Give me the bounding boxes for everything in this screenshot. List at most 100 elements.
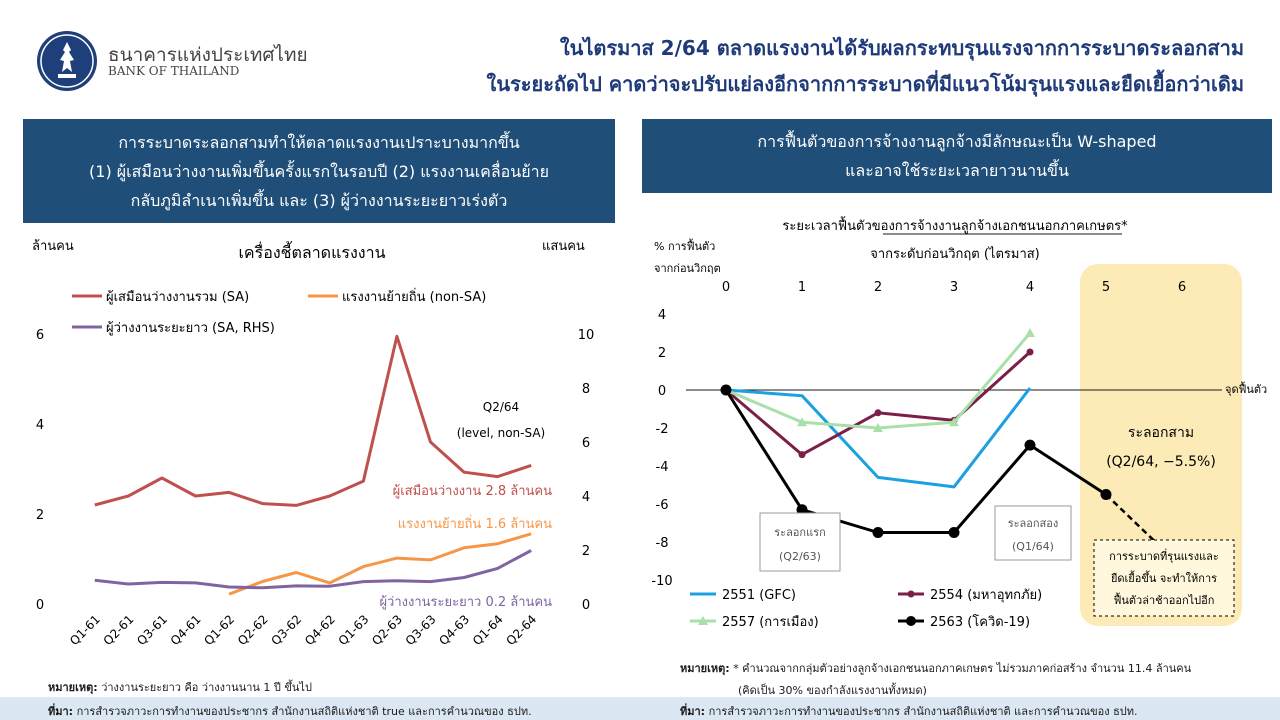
right-banner-line-2: และอาจใช้ระยะเวลายาวนานขึ้น <box>845 161 1069 180</box>
purple-series-label: ผู้ว่างงานระยะยาว 0.2 ล้านคน <box>379 595 552 610</box>
right-series-line-0 <box>725 387 1032 489</box>
right-series-3-point-4 <box>1024 439 1036 451</box>
right-y-tick-0: 4 <box>658 308 666 323</box>
right-footnote-label: หมายเหตุ: <box>680 662 730 675</box>
right-chart-legend: 2551 (GFC) 2554 (มหาอุทกภัย) 2557 (การเม… <box>690 588 1042 630</box>
x-tick-Q1-61: Q1-61 <box>67 612 103 648</box>
left-summary-banner: การระบาดระลอกสามทำให้ตลาดแรงงานเปราะบางม… <box>23 119 615 223</box>
left-chart-series <box>94 334 532 596</box>
left-banner-line-1: การระบาดระลอกสามทำให้ตลาดแรงงานเปราะบางม… <box>118 132 520 152</box>
left-banner-line-2: (1) ผู้เสมือนว่างงานเพิ่มขึ้นครั้งแรกในร… <box>89 161 549 181</box>
forecast-note-box: การระบาดที่รุนแรงและ ยืดเยื้อขึ้น จะทำให… <box>1093 539 1235 617</box>
q2-64-note-line-2: (level, non-SA) <box>457 426 545 440</box>
x-tick-quarter-3: 3 <box>950 280 958 295</box>
x-tick-Q2-62: Q2-62 <box>235 612 271 648</box>
callout-wave-2-box <box>994 505 1072 561</box>
forecast-note-line-2: ยืดเยื้อขึ้น จะทำให้การ <box>1111 570 1217 585</box>
left-axis-unit: ล้านคน <box>32 239 74 254</box>
right-series-2-point-4 <box>1025 328 1035 337</box>
legend-label-covid: 2563 (โควิด-19) <box>930 614 1030 630</box>
x-tick-quarter-0: 0 <box>722 280 730 295</box>
x-tick-quarter-1: 1 <box>798 280 806 295</box>
org-name-english: BANK OF THAILAND <box>108 64 240 78</box>
right-chart-series <box>720 328 1182 567</box>
right-axis-unit: แสนคน <box>542 239 585 254</box>
recovery-point-label: จุดฟื้นตัว <box>1225 381 1267 396</box>
headline-line-2: ในระยะถัดไป คาดว่าจะปรับแย่ลงอีกจากการระ… <box>486 72 1244 96</box>
legend-label-red: ผู้เสมือนว่างงานรวม (SA) <box>106 289 249 305</box>
left-y-tick-2: 4 <box>36 418 44 433</box>
left-source: ที่มา: การสำรวจภาวะการทำงานของประชากร สำ… <box>48 702 532 720</box>
x-tick-quarter-5: 5 <box>1102 280 1110 295</box>
callout-wave-2-line-1: ระลอกสอง <box>1008 517 1059 530</box>
left-banner-line-3: กลับภูมิลำเนาเพิ่มขึ้น และ (3) ผู้ว่างงา… <box>130 190 508 210</box>
right-series-1-point-1 <box>798 451 806 459</box>
right-source: ที่มา: การสำรวจภาวะการทำงานของประชากร สำ… <box>680 702 1138 720</box>
x-tick-Q4-63: Q4-63 <box>436 612 472 648</box>
x-tick-Q1-63: Q1-63 <box>336 612 372 648</box>
legend-label-purple: ผู้ว่างงานระยะยาว (SA, RHS) <box>106 321 275 336</box>
right-series-3-point-0 <box>720 384 732 396</box>
left-series-line-0 <box>94 334 532 507</box>
right-y-tick-5: -6 <box>656 498 669 513</box>
forecast-note-line-3: ฟื้นตัวล่าช้าออกไปอีก <box>1114 592 1215 607</box>
right-series-line-1 <box>725 350 1032 457</box>
x-tick-Q2-63: Q2-63 <box>369 612 405 648</box>
forecast-note-border <box>1093 539 1235 617</box>
callout-wave-1-box <box>759 512 841 572</box>
left-y-tick-1: 2 <box>36 508 44 523</box>
x-tick-Q4-62: Q4-62 <box>302 612 338 648</box>
legend-marker-covid <box>906 616 916 626</box>
right-y-tick-1: 2 <box>658 346 666 361</box>
x-tick-Q2-64: Q2-64 <box>503 612 539 648</box>
right-series-3-point-1 <box>796 504 808 516</box>
callout-wave-2-line-2: (Q1/64) <box>1012 540 1054 553</box>
left-y-tick-0: 0 <box>36 598 44 613</box>
legend-label-gfc: 2551 (GFC) <box>722 588 796 603</box>
x-tick-Q3-61: Q3-61 <box>134 612 170 648</box>
orange-series-label: แรงงานย้ายถิ่น 1.6 ล้านคน <box>398 515 552 532</box>
right-series-2-point-2 <box>873 423 883 432</box>
left-series-line-2 <box>94 549 532 590</box>
right-y-tick-4: 8 <box>582 382 590 397</box>
x-tick-quarter-2: 2 <box>874 280 882 295</box>
right-y-tick-4: -4 <box>656 460 669 475</box>
x-tick-Q4-61: Q4-61 <box>168 612 204 648</box>
x-tick-Q3-63: Q3-63 <box>403 612 439 648</box>
right-y-tick-2: 4 <box>582 490 590 505</box>
x-tick-Q2-61: Q2-61 <box>101 612 137 648</box>
callout-wave-1-line-2: (Q2/63) <box>779 550 821 563</box>
right-series-1-point-2 <box>874 409 882 417</box>
right-chart-subtitle: จากระดับก่อนวิกฤต (ไตรมาส) <box>870 246 1040 262</box>
labor-indicator-chart: ล้านคน แสนคน เครื่องชี้ตลาดแรงงาน ผู้เสม… <box>32 239 595 648</box>
right-series-2-point-1 <box>797 417 807 427</box>
right-y-tick-5: 10 <box>578 328 595 343</box>
right-y-tick-3: -2 <box>656 422 669 437</box>
right-chart-title: ระยะเวลาฟื้นตัวของการจ้างงานลูกจ้างเอกชน… <box>782 216 1128 234</box>
x-tick-Q1-64: Q1-64 <box>470 612 506 648</box>
org-name-thai: ธนาคารแห่งประเทศไทย <box>108 44 308 66</box>
left-chart-title: เครื่องชี้ตลาดแรงงาน <box>238 241 385 262</box>
right-footnote: หมายเหตุ: * คำนวณจากกลุ่มตัวอย่างลูกจ้าง… <box>680 659 1191 677</box>
callout-wave-1: ระลอกแรก (Q2/63) <box>759 512 841 572</box>
bank-logo <box>36 30 98 92</box>
right-y-tick-7: -10 <box>651 574 672 589</box>
right-y-tick-2: 0 <box>658 384 666 399</box>
recovery-time-chart: ระยะเวลาฟื้นตัวของการจ้างงานลูกจ้างเอกชน… <box>651 216 1267 630</box>
legend-marker-politics <box>698 616 708 625</box>
forecast-zone-highlight <box>1080 264 1242 626</box>
right-y-tick-0: 0 <box>582 598 590 613</box>
right-series-line-3 <box>724 389 1107 534</box>
left-source-text: การสำรวจภาวะการทำงานของประชากร สำนักงานส… <box>76 705 532 718</box>
right-source-label: ที่มา: <box>680 705 706 718</box>
x-tick-Q3-62: Q3-62 <box>268 612 304 648</box>
right-y-label-line-1: % การฟื้นตัว <box>654 238 715 253</box>
right-footnote-text-1: * คำนวณจากกลุ่มตัวอย่างลูกจ้างเอกชนนอกภา… <box>733 662 1192 675</box>
left-y-tick-3: 6 <box>36 328 44 343</box>
legend-label-flood: 2554 (มหาอุทกภัย) <box>930 588 1042 603</box>
legend-label-orange: แรงงานย้ายถิ่น (non-SA) <box>342 288 486 305</box>
left-chart-legend: ผู้เสมือนว่างงานรวม (SA) แรงงานย้ายถิ่น … <box>72 288 486 336</box>
headline-line-1: ในไตรมาส 2/64 ตลาดแรงงานได้รับผลกระทบรุน… <box>559 36 1244 60</box>
right-y-tick-3: 6 <box>582 436 590 451</box>
x-tick-quarter-4: 4 <box>1026 280 1034 295</box>
